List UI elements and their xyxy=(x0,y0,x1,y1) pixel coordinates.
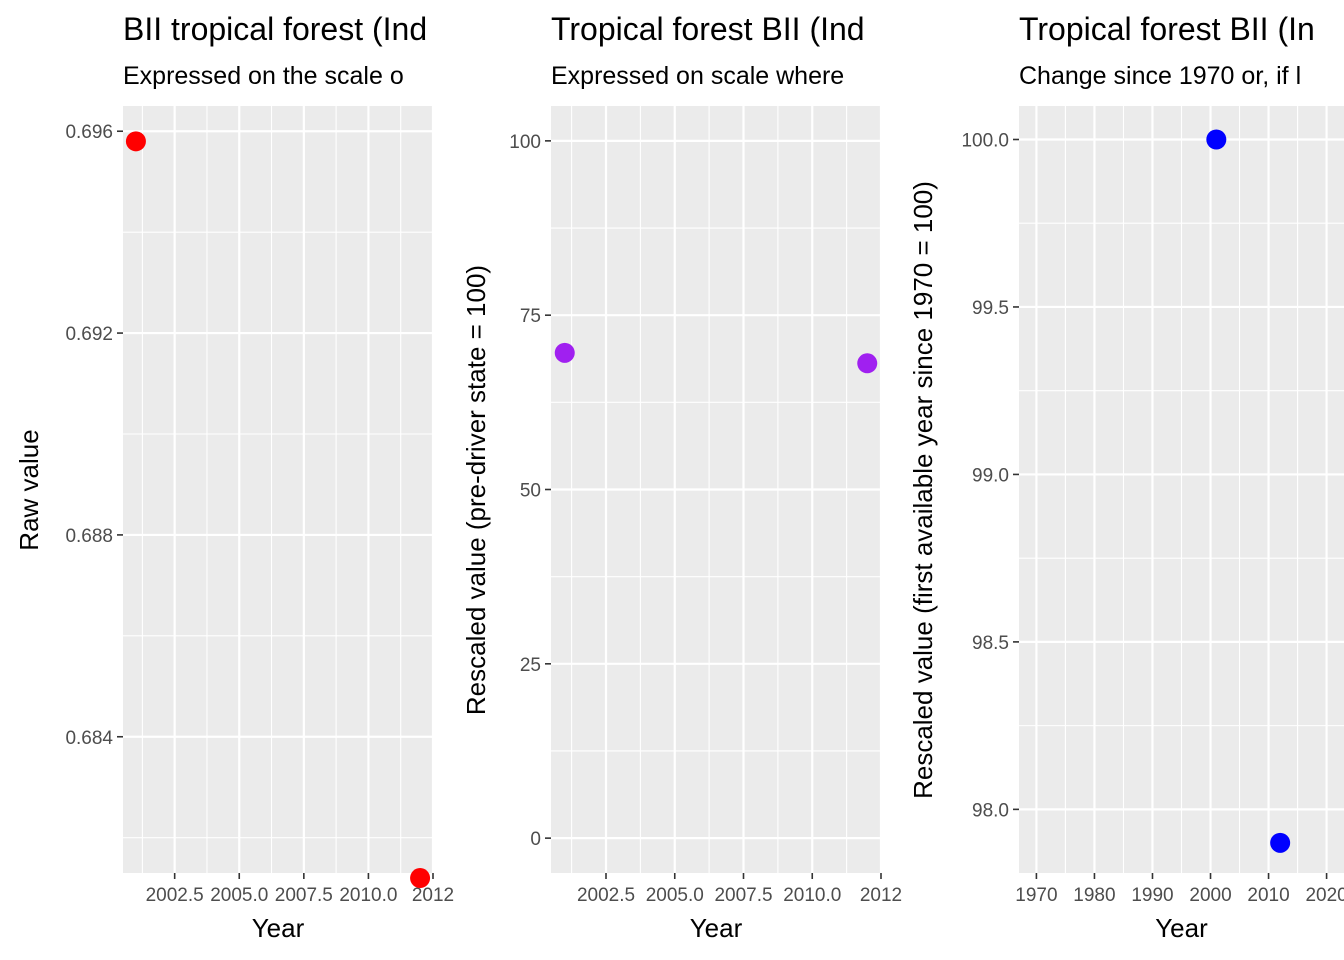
chart-subtitle: Expressed on the scale o xyxy=(123,62,404,90)
chart-title: Tropical forest BII (In xyxy=(1019,11,1315,47)
data-point xyxy=(125,131,146,152)
y-tick-label: 100 xyxy=(509,132,541,153)
y-tick-label: 0.692 xyxy=(65,324,113,345)
y-tick-label: 0.688 xyxy=(65,526,113,547)
y-tick-label: 98.0 xyxy=(972,800,1009,821)
x-tick-label: 2012 xyxy=(860,885,902,906)
y-tick-label: 75 xyxy=(520,306,541,327)
x-tick-label: 2010.0 xyxy=(783,885,841,906)
x-tick-label: 2012 xyxy=(412,885,454,906)
x-tick-label: 2000 xyxy=(1189,885,1231,906)
gridlines xyxy=(551,106,881,873)
x-axis-title: Year xyxy=(252,913,305,943)
x-axis-title: Year xyxy=(690,913,743,943)
y-tick-label: 99.5 xyxy=(972,298,1009,319)
y-tick-label: 0.696 xyxy=(65,122,113,143)
data-point xyxy=(1206,129,1227,150)
y-tick-label: 0.684 xyxy=(65,728,113,749)
x-tick-label: 2005.0 xyxy=(646,885,704,906)
chart-panel-1: 0.684 0.688 0.692 0.696 2002.5 2005.0 2007.5 20… xyxy=(14,11,454,943)
chart-subtitle: Change since 1970 or, if l xyxy=(1019,62,1301,90)
chart-panel-3: 98.0 98.5 99.0 99.5 100.0 1970 1980 1990 2000 201… xyxy=(908,11,1344,943)
x-axis-title: Year xyxy=(1155,913,1208,943)
x-tick-label: 2007.5 xyxy=(275,885,333,906)
y-axis-title: Rescaled value (first available year sin… xyxy=(908,181,938,799)
data-point xyxy=(554,342,575,363)
chart-title: BII tropical forest (Ind xyxy=(123,11,427,47)
y-tick-label: 25 xyxy=(520,655,541,676)
x-tick-label: 2005.0 xyxy=(210,885,268,906)
gridlines xyxy=(123,106,433,873)
y-tick-label: 100.0 xyxy=(961,130,1009,151)
chart-panel-2: 0 25 50 75 100 2002.5 2005.0 2007.5 2010.0 2012 Tr… xyxy=(461,11,902,943)
chart-subtitle: Expressed on scale where xyxy=(551,62,844,90)
gridlines xyxy=(1019,106,1344,873)
chart-title: Tropical forest BII (Ind xyxy=(551,11,865,47)
data-point xyxy=(1270,832,1291,853)
x-tick-label: 1990 xyxy=(1131,885,1173,906)
x-tick-label: 2007.5 xyxy=(714,885,772,906)
y-axis-title: Rescaled value (pre-driver state = 100) xyxy=(461,265,491,715)
data-point xyxy=(410,868,431,889)
x-tick-label: 2010.0 xyxy=(339,885,397,906)
x-tick-label: 2020 xyxy=(1305,885,1344,906)
x-tick-label: 2010 xyxy=(1247,885,1289,906)
x-tick-label: 2002.5 xyxy=(146,885,204,906)
data-point xyxy=(857,353,878,374)
y-axis-title: Raw value xyxy=(14,429,44,550)
plot-panel-background xyxy=(123,106,433,873)
x-tick-label: 2002.5 xyxy=(577,885,635,906)
y-tick-label: 98.5 xyxy=(972,633,1009,654)
y-tick-label: 50 xyxy=(520,481,541,502)
x-tick-label: 1980 xyxy=(1073,885,1115,906)
y-tick-label: 99.0 xyxy=(972,465,1009,486)
y-tick-label: 0 xyxy=(530,829,541,850)
x-tick-label: 1970 xyxy=(1015,885,1057,906)
